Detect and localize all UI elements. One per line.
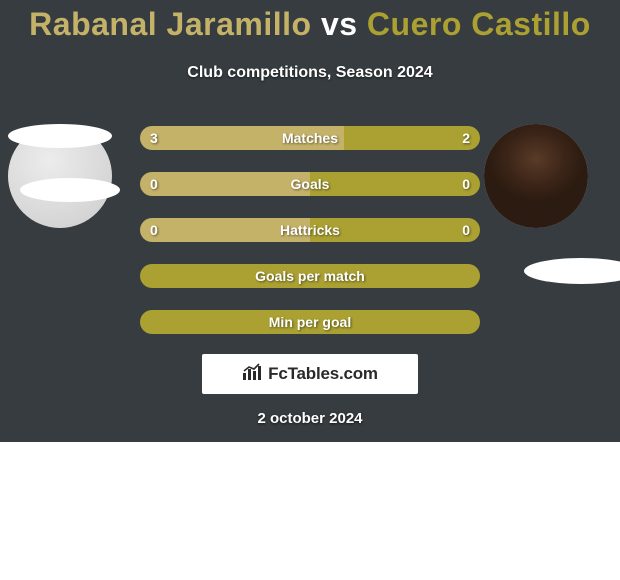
stat-bar-left	[140, 126, 344, 150]
stat-bar-row: Hattricks00	[140, 218, 480, 242]
stat-bars: Matches32Goals00Hattricks00Goals per mat…	[140, 126, 480, 356]
stat-bar-value-right: 0	[462, 172, 470, 196]
subtitle: Club competitions, Season 2024	[0, 64, 620, 82]
stat-bar-left	[140, 218, 310, 242]
stat-bar-right	[344, 126, 480, 150]
title-player2: Cuero Castillo	[367, 6, 591, 42]
stat-bar-row: Min per goal	[140, 310, 480, 334]
title-vs: vs	[321, 6, 358, 42]
comparison-infographic: Rabanal Jaramillo vs Cuero Castillo Club…	[0, 0, 620, 580]
stat-bar-value-right: 0	[462, 218, 470, 242]
stat-bar-right	[310, 218, 480, 242]
decorative-ellipse	[8, 124, 112, 148]
stat-bar-row: Matches32	[140, 126, 480, 150]
player2-avatar	[484, 124, 588, 228]
stat-bar-value-left: 0	[150, 218, 158, 242]
stat-bar-row: Goals00	[140, 172, 480, 196]
stat-bar-value-left: 0	[150, 172, 158, 196]
decorative-ellipse	[20, 178, 120, 202]
title-player1: Rabanal Jaramillo	[29, 6, 311, 42]
player2-avatar-image	[484, 124, 588, 228]
title: Rabanal Jaramillo vs Cuero Castillo	[0, 6, 620, 43]
logo-chart-icon	[242, 363, 264, 386]
stat-bar-value-left: 3	[150, 126, 158, 150]
stat-bar-single	[140, 264, 480, 288]
stat-bar-left	[140, 172, 310, 196]
logo-text: FcTables.com	[268, 364, 378, 384]
stat-bar-row: Goals per match	[140, 264, 480, 288]
stat-bar-right	[310, 172, 480, 196]
stat-bar-value-right: 2	[462, 126, 470, 150]
stat-bar-single	[140, 310, 480, 334]
logo-box: FcTables.com	[202, 354, 418, 394]
date-text: 2 october 2024	[0, 410, 620, 427]
